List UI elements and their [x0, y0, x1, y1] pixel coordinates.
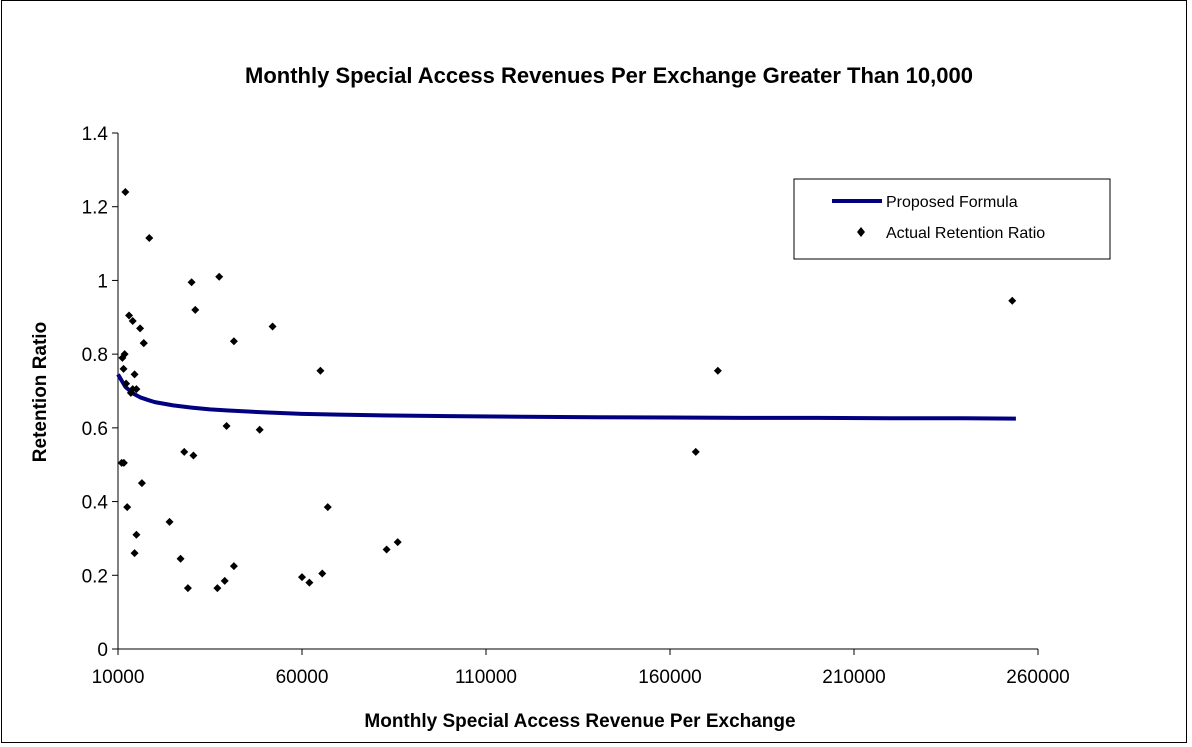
- data-point-actual-retention-ratio: [119, 458, 128, 467]
- data-point-actual-retention-ratio: [165, 517, 174, 526]
- y-tick-label: 0: [97, 640, 108, 661]
- x-tick-label: 110000: [455, 667, 517, 688]
- data-point-actual-retention-ratio: [130, 370, 139, 379]
- y-tick-label: 1: [97, 271, 108, 292]
- data-point-actual-retention-ratio: [128, 316, 137, 325]
- data-point-actual-retention-ratio: [382, 545, 391, 554]
- data-point-actual-retention-ratio: [305, 578, 314, 587]
- data-point-actual-retention-ratio: [268, 322, 277, 331]
- y-tick-label: 0.6: [82, 419, 108, 440]
- data-point-actual-retention-ratio: [316, 366, 325, 375]
- data-point-actual-retention-ratio: [393, 538, 402, 547]
- plot-line-group: [116, 373, 1016, 421]
- data-point-actual-retention-ratio: [137, 479, 146, 488]
- data-point-actual-retention-ratio: [323, 503, 332, 512]
- data-point-actual-retention-ratio: [121, 187, 130, 196]
- data-point-actual-retention-ratio: [123, 503, 132, 512]
- data-point-actual-retention-ratio: [213, 584, 222, 593]
- data-point-actual-retention-ratio: [229, 337, 238, 346]
- x-tick-label: 160000: [638, 667, 701, 688]
- data-point-actual-retention-ratio: [136, 324, 145, 333]
- data-point-actual-retention-ratio: [1008, 296, 1017, 305]
- data-point-actual-retention-ratio: [713, 366, 722, 375]
- y-tick-label: 1.4: [82, 124, 109, 145]
- data-point-actual-retention-ratio: [180, 447, 189, 456]
- data-point-actual-retention-ratio: [215, 272, 224, 281]
- chart-title: Monthly Special Access Revenues Per Exch…: [245, 63, 973, 88]
- axes: 0 0.2 0.4 0.6 0.8 1 1.2 1.4 10000 60000 110000 1600…: [82, 124, 1070, 688]
- data-point-actual-retention-ratio: [120, 350, 129, 359]
- data-point-actual-retention-ratio: [220, 576, 229, 585]
- x-tick-label: 260000: [1006, 667, 1069, 688]
- legend-box: [793, 178, 1111, 260]
- data-point-actual-retention-ratio: [119, 364, 128, 373]
- data-point-actual-retention-ratio: [132, 385, 141, 394]
- data-point-actual-retention-ratio: [176, 554, 185, 563]
- data-point-actual-retention-ratio: [298, 573, 306, 582]
- data-point-actual-retention-ratio: [187, 278, 196, 287]
- y-tick-label: 0.2: [82, 566, 108, 587]
- y-tick-label: 0.8: [82, 345, 108, 366]
- data-point-actual-retention-ratio: [255, 425, 264, 434]
- plot-points-group: [117, 187, 1017, 593]
- data-point-actual-retention-ratio: [130, 549, 139, 558]
- data-point-actual-retention-ratio: [122, 379, 131, 388]
- x-tick-label: 10000: [92, 667, 145, 688]
- x-tick-label: 60000: [276, 667, 329, 688]
- data-point-actual-retention-ratio: [183, 584, 192, 593]
- legend-marker-diamond: [857, 227, 865, 237]
- legend-label-proposed-formula: Proposed Formula: [886, 194, 1018, 211]
- data-point-actual-retention-ratio: [222, 422, 231, 431]
- y-axis-title: Retention Ratio: [30, 322, 51, 462]
- data-point-actual-retention-ratio: [125, 311, 134, 320]
- y-tick-label: 1.2: [82, 198, 108, 219]
- data-point-actual-retention-ratio: [229, 562, 238, 571]
- data-point-actual-retention-ratio: [145, 234, 154, 243]
- x-tick-label: 210000: [822, 667, 885, 688]
- data-point-actual-retention-ratio: [191, 305, 200, 314]
- y-tick-label: 0.4: [82, 493, 109, 514]
- data-point-actual-retention-ratio: [189, 451, 198, 460]
- data-point-actual-retention-ratio: [132, 530, 141, 539]
- data-point-actual-retention-ratio: [691, 447, 700, 456]
- data-point-actual-retention-ratio: [139, 339, 148, 348]
- x-axis-title: Monthly Special Access Revenue Per Excha…: [364, 711, 795, 732]
- series-line-proposed-formula: [116, 373, 1016, 421]
- data-point-actual-retention-ratio: [318, 569, 327, 578]
- legend: Proposed Formula Actual Retention Ratio: [793, 178, 1111, 260]
- legend-label-actual-retention-ratio: Actual Retention Ratio: [886, 225, 1045, 242]
